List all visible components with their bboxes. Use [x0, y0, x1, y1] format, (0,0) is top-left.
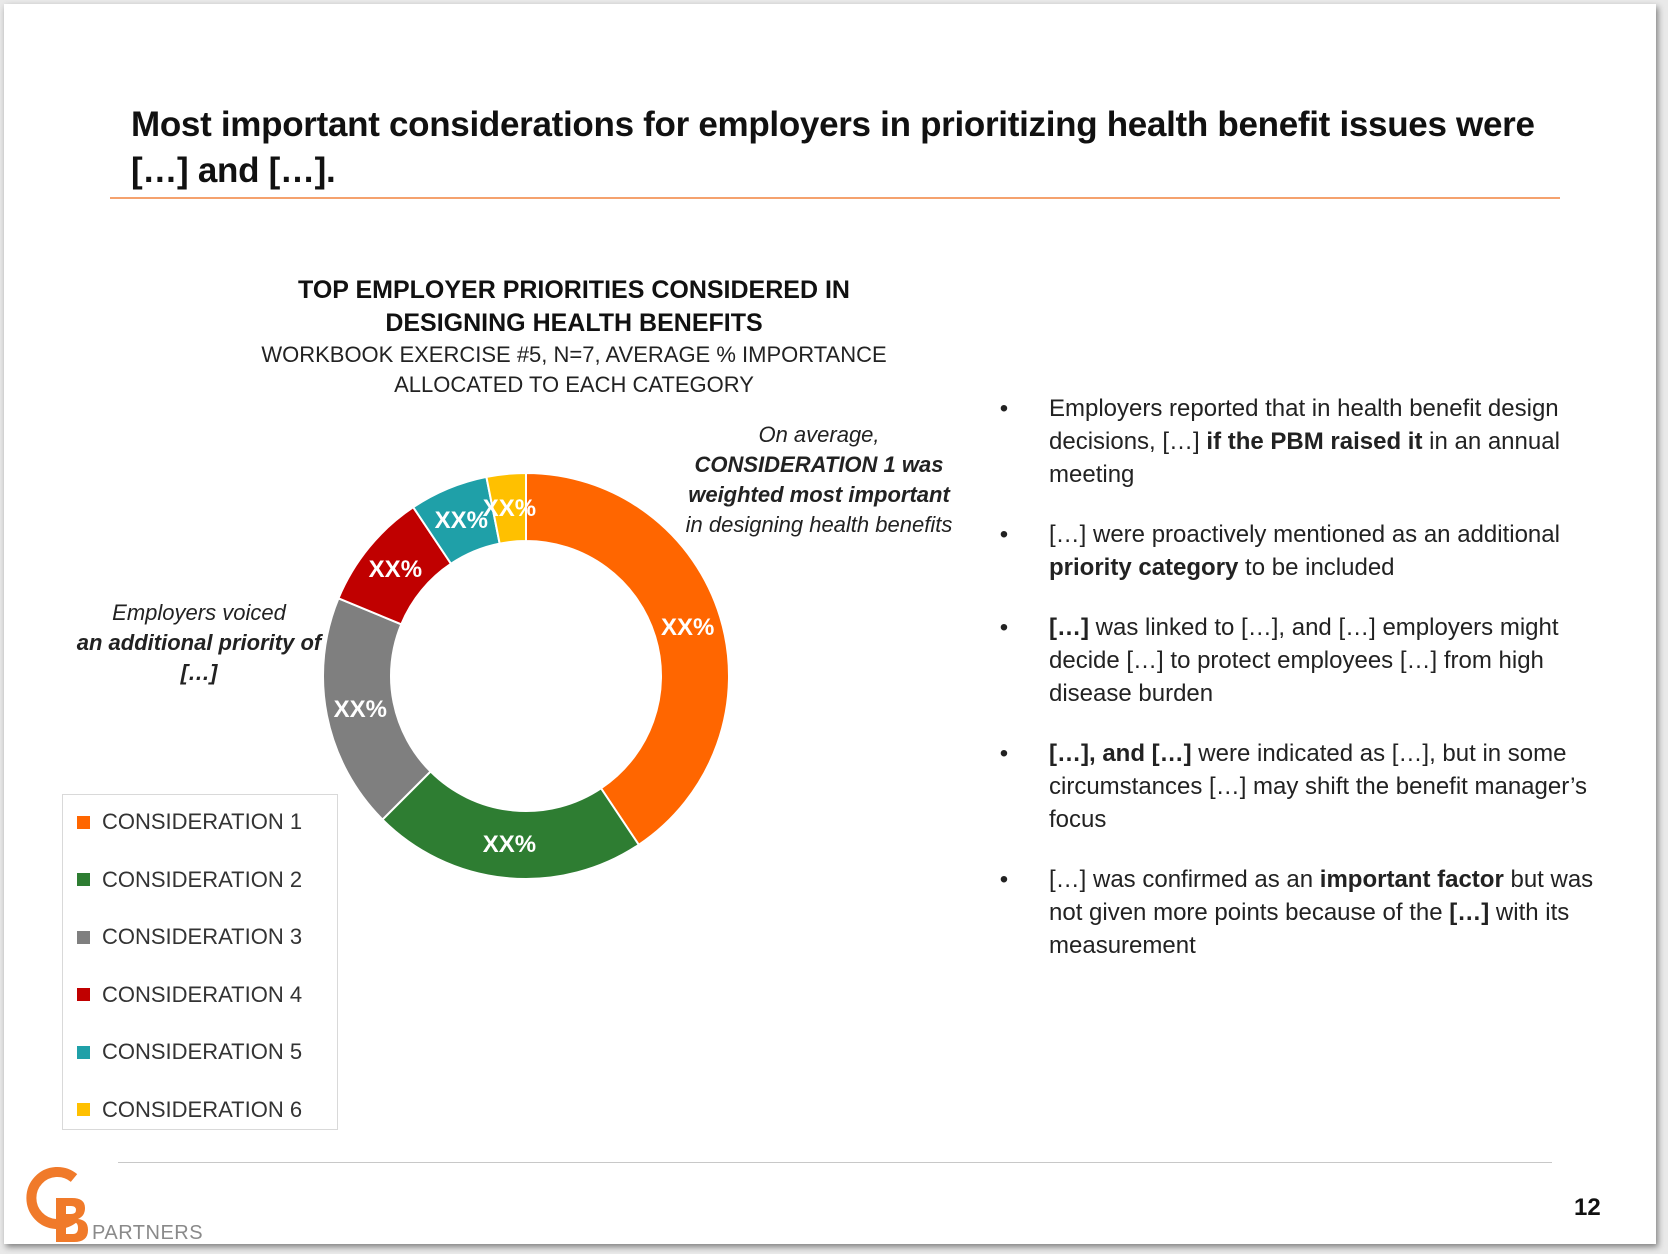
legend-label: CONSIDERATION 6	[102, 1096, 303, 1122]
legend-item-6: CONSIDERATION 6	[77, 1095, 302, 1125]
annotation-left-intro: Employers voiced	[112, 600, 286, 625]
findings-list: • Employers reported that in health benef…	[994, 392, 1594, 989]
donut-slice-6	[485, 471, 527, 545]
cb-partners-logo	[26, 1167, 88, 1242]
bullet-emphasis: […]	[1449, 899, 1490, 926]
chart-legend: CONSIDERATION 1 CONSIDERATION 2 CONSIDERAT…	[62, 794, 338, 1130]
legend-label: CONSIDERATION 1	[102, 809, 303, 834]
legend-swatch	[77, 1045, 90, 1059]
title-divider	[110, 197, 1560, 199]
bullet-text: to be included	[1238, 554, 1395, 581]
bullet-text: […] was confirmed as an	[1049, 866, 1320, 893]
bullet-emphasis: priority category	[1049, 554, 1239, 581]
page-number: 12	[1574, 1194, 1601, 1221]
legend-swatch	[77, 873, 90, 886]
donut-data-label-5: XX%	[435, 507, 488, 534]
bullet-emphasis: […], and […]	[1049, 740, 1192, 767]
slide: Most important considerations for employ…	[4, 4, 1656, 1244]
finding-bullet-4: • […], and […] were indicated as […], but…	[994, 737, 1594, 836]
legend-item-1: CONSIDERATION 1	[77, 807, 302, 837]
donut-data-label-1: XX%	[661, 614, 714, 641]
bullet-text: in an annual meeting	[1049, 428, 1560, 488]
legend-item-4: CONSIDERATION 4	[77, 980, 302, 1010]
annotation-top-rest: in designing health benefits	[685, 512, 953, 537]
bullet-dot-icon: •	[999, 521, 1009, 548]
legend-item-2: CONSIDERATION 2	[77, 865, 302, 895]
logo-b-mark	[56, 1198, 88, 1242]
bullet-text: […] were proactively mentioned as an add…	[1049, 521, 1560, 548]
legend-swatch	[77, 988, 90, 1001]
bullet-emphasis: important factor	[1319, 866, 1504, 893]
bullet-text: were indicated as […], but in some circu…	[1049, 740, 1588, 833]
legend-label: CONSIDERATION 5	[102, 1039, 303, 1064]
annotation-top-emphasis: CONSIDERATION 1 was weighted most import…	[688, 452, 950, 507]
legend-swatch	[77, 930, 90, 944]
legend-label: CONSIDERATION 4	[102, 981, 303, 1007]
donut-data-label-2: XX%	[483, 831, 536, 858]
legend-item-5: CONSIDERATION 5	[77, 1037, 302, 1067]
donut-data-label-3: XX%	[334, 696, 387, 723]
slide-title: Most important considerations for employ…	[131, 105, 1535, 190]
donut-slice-2	[381, 770, 641, 880]
donut-data-label-6: XX%	[483, 495, 536, 522]
bullet-text: but was not given more points because of…	[1049, 866, 1594, 926]
bullet-text: was linked to […], and […] employers mig…	[1049, 614, 1559, 707]
legend-item-3: CONSIDERATION 3	[77, 922, 302, 952]
finding-bullet-5: • […] was confirmed as an important facto…	[994, 863, 1594, 962]
annotation-left: Employers voiced an additional priority …	[74, 598, 324, 688]
bullet-text: with its measurement	[1049, 899, 1570, 959]
logo-text: PARTNERS	[92, 1222, 204, 1244]
finding-bullet-2: • […] were proactively mentioned as an ad…	[994, 518, 1594, 584]
footer-divider	[118, 1162, 1552, 1163]
bullet-emphasis: if the PBM raised it	[1206, 428, 1423, 455]
donut-chart: XX%XX%XX%XX%XX%XX%	[322, 471, 730, 880]
donut-data-label-4: XX%	[369, 556, 422, 583]
bullet-dot-icon: •	[999, 395, 1009, 422]
legend-swatch	[77, 815, 90, 829]
chart-title: TOP EMPLOYER PRIORITIES CONSIDERED IN DE…	[298, 276, 850, 337]
legend-label: CONSIDERATION 3	[102, 924, 303, 949]
legend-label: CONSIDERATION 2	[102, 866, 303, 892]
bullet-dot-icon: •	[999, 614, 1009, 641]
chart-subtitle: WORKBOOK EXERCISE #5, N=7, AVERAGE % IMP…	[261, 342, 887, 397]
bullet-dot-icon: •	[999, 866, 1009, 893]
bullet-dot-icon: •	[999, 740, 1009, 767]
donut-slice-1	[525, 471, 730, 847]
bullet-text: Employers reported that in health benefi…	[1049, 395, 1559, 455]
annotation-top-intro: On average,	[758, 422, 880, 447]
finding-bullet-1: • Employers reported that in health benef…	[994, 392, 1594, 491]
finding-bullet-3: • […] was linked to […], and […] employer…	[994, 611, 1594, 710]
annotation-top: On average, CONSIDERATION 1 was weighted…	[684, 420, 954, 540]
annotation-left-emphasis: an additional priority of […]	[76, 630, 322, 685]
legend-swatch	[77, 1103, 90, 1116]
bullet-emphasis: […]	[1049, 614, 1089, 641]
